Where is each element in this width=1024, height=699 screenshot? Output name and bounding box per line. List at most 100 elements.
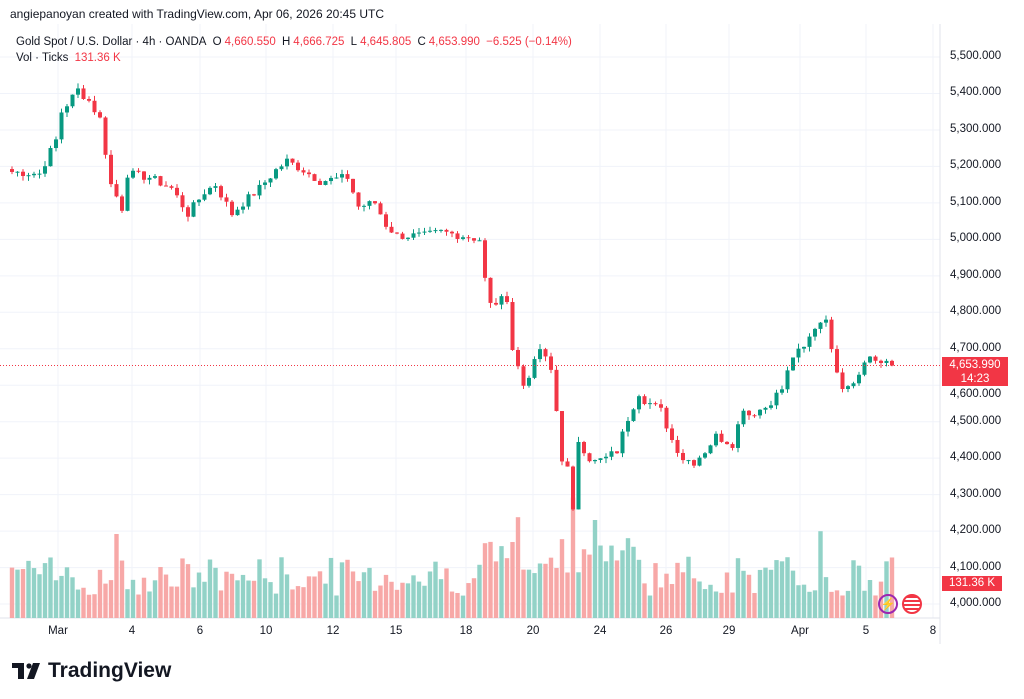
volume-bar [499,546,504,618]
candle-body [615,451,619,454]
volume-bar [823,577,829,618]
candle-body [290,158,295,163]
candle-body [466,237,471,239]
candle-body [862,362,867,375]
candle-body [70,94,75,107]
volume-bar [20,569,26,618]
candle-body [659,404,663,408]
candle-body [373,201,377,204]
volume-bar [647,595,653,618]
candle-body [54,139,58,149]
candle-body [890,360,894,366]
tradingview-logo[interactable]: TradingView [12,659,171,683]
volume-bar [389,581,394,618]
volume-bar [752,592,757,618]
candle-body [257,184,262,196]
volume-bar [185,564,191,618]
candle-body [752,415,757,417]
candle-body [323,181,328,185]
volume-bar [867,579,873,618]
candle-body [670,428,674,440]
candle-body [587,453,592,462]
candle-body [362,205,366,207]
candle-body [697,457,702,466]
volume-bar [801,584,807,618]
volume-bar [86,594,92,618]
volume-bar [493,561,499,618]
volume-bar [37,574,42,618]
candle-body [131,170,135,178]
volume-bar [790,570,796,618]
volume-bar [339,562,345,618]
volume-bar [136,594,141,618]
x-tick-label: 10 [259,625,273,637]
volume-bar [631,546,636,618]
candle-body [444,229,449,232]
candle-body [59,112,64,140]
volume-bar [642,583,647,618]
candle-body [411,233,416,238]
volume-bar [64,567,70,618]
candle-body [576,441,581,510]
volume-bar [9,567,15,618]
candle-body [169,186,174,188]
candle-body [494,302,498,305]
candle-body [642,396,647,405]
candle-body [158,176,163,186]
candle-body [279,166,284,170]
us-flag-icon[interactable] [902,594,922,614]
candle-body [791,357,795,371]
candle-body [532,359,537,378]
volume-bar [48,557,53,618]
candle-body [626,420,630,432]
volume-bar [290,589,295,618]
volume-bar [169,586,174,618]
volume-bar [125,589,130,618]
candle-body [730,444,735,448]
candle-body [851,383,856,387]
x-tick-label: 6 [196,625,204,637]
volume-bar [592,520,598,618]
candle-body [681,452,685,461]
y-tick-label: 4,700.000 [950,341,1002,354]
high-label: H [281,36,291,48]
candle-body [477,240,482,242]
volume-bar [246,580,251,618]
volume-bar [834,590,840,618]
volume-bar [856,565,862,618]
candle-body [796,348,801,358]
volume-bar [323,583,328,618]
volume-bar [741,570,746,618]
candle-body [285,158,289,167]
candlestick-chart[interactable] [0,24,1024,644]
volume-bar [675,562,680,618]
credit-line: angiepanoyan created with TradingView.co… [10,7,385,21]
volume-bar [345,559,350,618]
volume-bar [31,568,37,618]
y-tick-label: 4,000.000 [950,597,1002,610]
candle-body [620,431,625,454]
volume-bar [829,591,834,618]
x-tick-label: 5 [862,625,870,637]
volume-bar [488,541,493,618]
candle-body [813,328,817,337]
volume-bar [862,590,867,618]
symbol-label[interactable]: Gold Spot / U.S. Dollar · 4h · OANDA [16,36,207,48]
volume-bar [400,582,405,618]
candle-body [846,386,850,390]
candle-body [736,424,740,448]
candle-body [686,460,691,462]
y-tick-label: 5,500.000 [950,50,1002,62]
volume-bar [59,575,64,618]
volume-bar [845,590,851,618]
lightning-icon[interactable]: ⚡ [878,594,898,614]
y-tick-label: 4,500.000 [950,414,1002,427]
volume-bar [141,577,147,618]
candle-body [758,409,762,416]
volume-bar [609,545,614,618]
volume-bar [735,558,741,618]
volume-bar [97,569,103,618]
volume-bar [730,592,735,618]
volume-legend-label[interactable]: Vol · Ticks [16,52,69,64]
volume-bar [361,572,367,618]
